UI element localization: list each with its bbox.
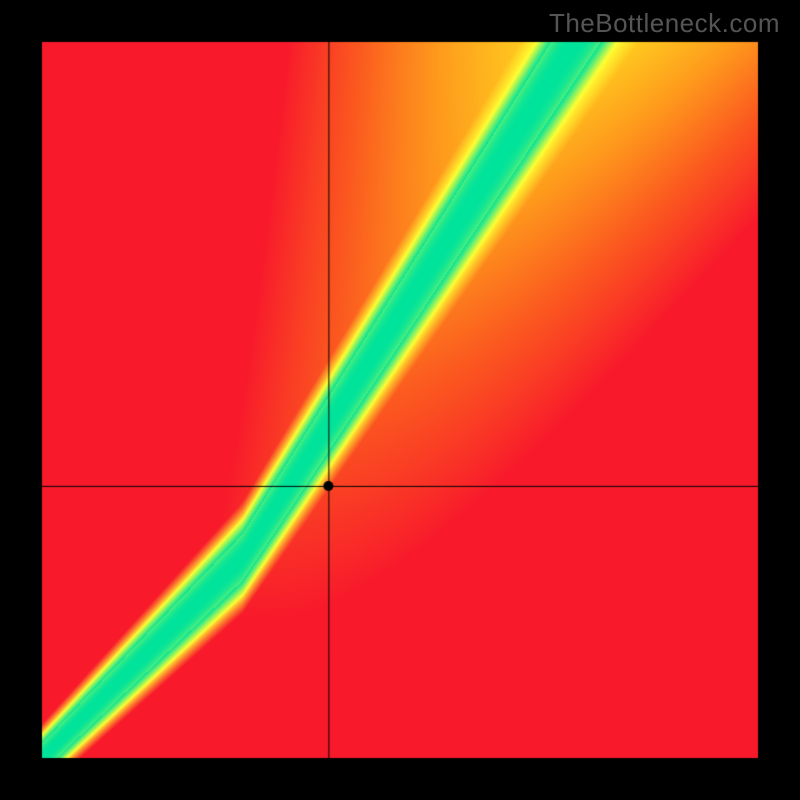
bottleneck-heatmap-canvas: [0, 0, 800, 800]
watermark-text: TheBottleneck.com: [549, 8, 780, 39]
chart-container: TheBottleneck.com: [0, 0, 800, 800]
